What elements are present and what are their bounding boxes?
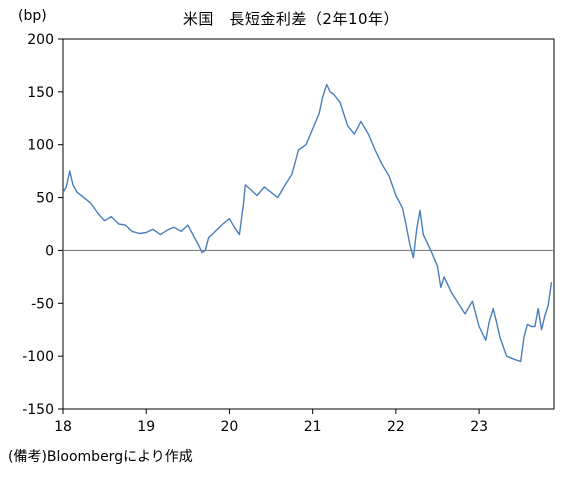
y-tick-label: 150 bbox=[27, 85, 54, 101]
y-tick-label: 0 bbox=[45, 243, 54, 259]
series-layer bbox=[62, 83, 553, 363]
x-tick-label: 22 bbox=[387, 419, 405, 435]
y-axis: 200 150 100 50 0 -50 -100 -150 bbox=[22, 32, 63, 418]
y-tick-label: -100 bbox=[22, 349, 54, 365]
y-tick-label: -50 bbox=[31, 296, 54, 312]
x-tick-label: 21 bbox=[304, 419, 322, 435]
y-axis-unit-label: (bp) bbox=[18, 8, 47, 24]
y-tick-label: 50 bbox=[36, 191, 54, 207]
y-tick-label: 100 bbox=[27, 138, 54, 154]
y-tick-label: 200 bbox=[27, 32, 54, 48]
x-tick-label: 20 bbox=[221, 419, 239, 435]
x-tick-label: 18 bbox=[54, 419, 72, 435]
x-axis: 18 19 20 21 22 23 bbox=[54, 409, 488, 435]
source-note: (備考)Bloombergにより作成 bbox=[8, 449, 193, 465]
plot-area-frame bbox=[62, 38, 555, 410]
y-tick-label: -150 bbox=[22, 402, 54, 418]
yield-spread-line bbox=[62, 83, 553, 363]
x-tick-label: 23 bbox=[470, 419, 488, 435]
x-tick-label: 19 bbox=[137, 419, 155, 435]
chart-title: 米国 長短金利差（2年10年） bbox=[182, 10, 400, 28]
